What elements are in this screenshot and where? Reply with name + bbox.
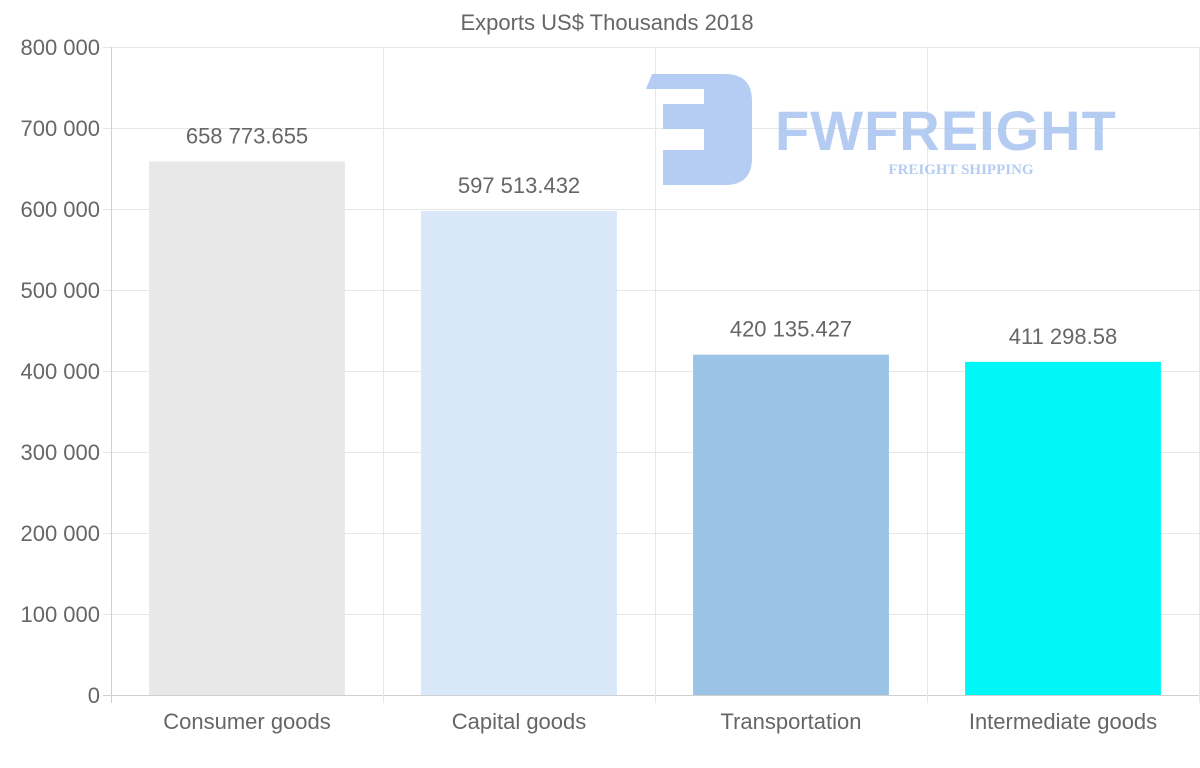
y-tick-label: 300 000 xyxy=(20,440,100,465)
y-tick-label: 800 000 xyxy=(20,35,100,60)
bar xyxy=(693,354,889,695)
logo-tagline: FREIGHT SHIPPING xyxy=(888,162,1033,178)
y-tick-label: 0 xyxy=(88,683,100,708)
y-tick-label: 700 000 xyxy=(20,116,100,141)
y-tick-label: 600 000 xyxy=(20,197,100,222)
x-tick-label: Intermediate goods xyxy=(969,709,1157,734)
chart-title: Exports US$ Thousands 2018 xyxy=(460,10,753,35)
bar xyxy=(965,361,1161,695)
x-tick-label: Transportation xyxy=(720,709,861,734)
y-tick-label: 400 000 xyxy=(20,359,100,384)
x-tick-label: Capital goods xyxy=(452,709,587,734)
fwfreight-watermark-logo: FWFREIGHT FREIGHT SHIPPING xyxy=(646,74,1117,185)
y-tick-label: 200 000 xyxy=(20,521,100,546)
bars: 658 773.655 Consumer goods 597 513.432 Capi… xyxy=(149,123,1161,734)
data-label: 597 513.432 xyxy=(458,173,580,198)
bar xyxy=(149,161,345,696)
y-tick-label: 500 000 xyxy=(20,278,100,303)
y-tick-label: 100 000 xyxy=(20,602,100,627)
data-label: 420 135.427 xyxy=(730,317,852,342)
x-tick-label: Consumer goods xyxy=(163,709,331,734)
data-label: 411 298.58 xyxy=(1009,324,1117,349)
logo-mark-icon xyxy=(646,74,752,185)
data-label: 658 773.655 xyxy=(186,123,308,148)
bar xyxy=(421,211,617,696)
logo-name: FWFREIGHT xyxy=(775,99,1117,162)
